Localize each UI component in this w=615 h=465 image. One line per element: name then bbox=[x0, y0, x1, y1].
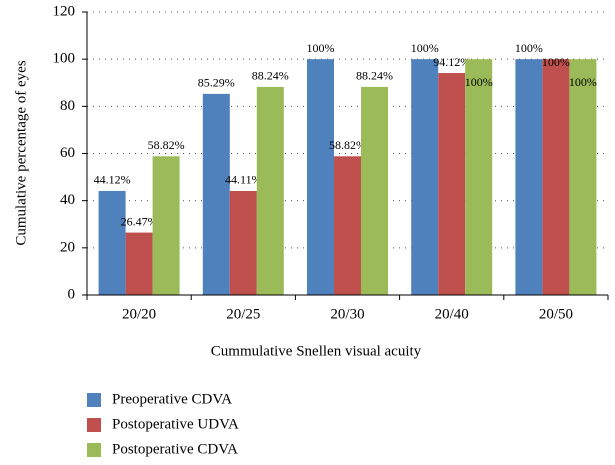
bar bbox=[125, 232, 153, 295]
bar bbox=[438, 73, 466, 296]
bar bbox=[307, 59, 334, 295]
bar bbox=[411, 59, 439, 295]
x-tick-label: 20/25 bbox=[226, 306, 260, 322]
value-label: 100% bbox=[569, 75, 597, 89]
x-tick-label: 20/20 bbox=[122, 306, 156, 322]
y-tick-label: 0 bbox=[68, 286, 76, 302]
y-tick-label: 120 bbox=[53, 3, 76, 19]
value-label: 100% bbox=[465, 75, 493, 89]
bar bbox=[98, 190, 126, 295]
bar bbox=[569, 59, 597, 295]
value-label: 88.24% bbox=[356, 69, 393, 83]
value-label: 85.29% bbox=[198, 76, 235, 90]
legend-swatch bbox=[87, 443, 101, 457]
value-label: 44.12% bbox=[94, 173, 131, 187]
y-tick-label: 20 bbox=[60, 239, 75, 255]
value-label: 44.11% bbox=[225, 173, 262, 187]
value-label: 94.12% bbox=[433, 55, 470, 69]
bar bbox=[465, 59, 493, 295]
legend-swatch bbox=[87, 393, 101, 407]
bar bbox=[542, 59, 570, 295]
y-tick-label: 80 bbox=[60, 98, 75, 114]
bar bbox=[152, 156, 180, 295]
legend-label: Postoperative CDVA bbox=[112, 441, 238, 457]
value-label: 88.24% bbox=[252, 69, 289, 83]
x-tick-label: 20/40 bbox=[435, 306, 469, 322]
value-label: 100% bbox=[307, 41, 335, 55]
bar bbox=[229, 190, 257, 295]
value-label: 100% bbox=[411, 41, 439, 55]
bar bbox=[334, 156, 361, 295]
value-label: 26.47% bbox=[121, 214, 158, 228]
value-label: 58.82% bbox=[329, 138, 366, 152]
x-tick-label: 20/30 bbox=[330, 306, 364, 322]
legend-label: Preoperative CDVA bbox=[112, 391, 232, 407]
value-label: 100% bbox=[542, 55, 570, 69]
bar bbox=[515, 59, 543, 295]
legend-label: Postoperative UDVA bbox=[112, 416, 239, 432]
x-tick-label: 20/50 bbox=[539, 306, 573, 322]
bar bbox=[202, 93, 230, 295]
value-label: 58.82% bbox=[148, 138, 185, 152]
y-axis-title: Cumulative percentage of eyes bbox=[13, 60, 29, 246]
y-tick-label: 40 bbox=[60, 192, 75, 208]
bar bbox=[361, 86, 388, 295]
bar bbox=[256, 86, 284, 295]
x-axis-title: Cummulative Snellen visual acuity bbox=[211, 343, 422, 359]
value-label: 100% bbox=[515, 41, 543, 55]
y-tick-label: 60 bbox=[60, 145, 75, 161]
legend-swatch bbox=[87, 418, 101, 432]
y-tick-label: 100 bbox=[53, 51, 76, 67]
